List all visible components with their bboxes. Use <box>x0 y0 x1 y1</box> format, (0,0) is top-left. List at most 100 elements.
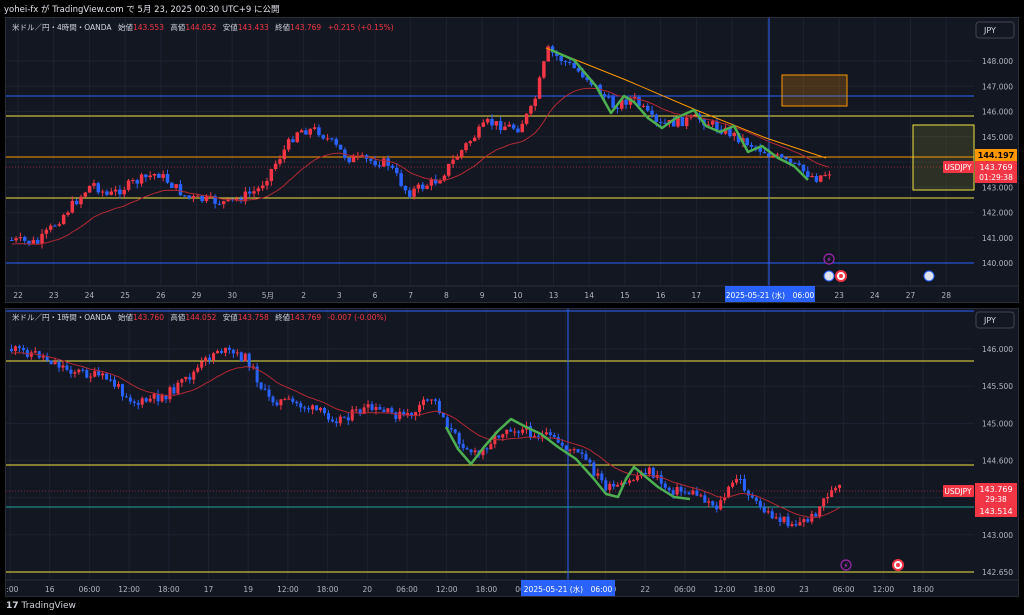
price-tick-label: 143.000 <box>982 531 1013 540</box>
us-flag-event-icon[interactable] <box>923 270 935 282</box>
candle-body <box>136 402 140 405</box>
level-price-tag <box>975 505 1017 517</box>
publish-header: yohei-fx が TradingView.com で 5月 23, 2025… <box>0 0 1024 17</box>
time-tick-label: 24 <box>85 291 95 300</box>
symbol-tag <box>943 161 974 173</box>
time-tick-label: 23 <box>799 585 809 594</box>
candle-body <box>33 351 37 353</box>
candle-body <box>680 117 685 127</box>
candle-body <box>321 135 325 139</box>
orange-trendline[interactable] <box>545 47 827 159</box>
candle-body <box>408 190 412 197</box>
candle-body <box>113 379 117 387</box>
candle-body <box>612 483 616 487</box>
candle-body <box>278 159 282 164</box>
candle-body <box>283 399 287 401</box>
candle-body <box>645 105 650 111</box>
time-tick-label: 06:00 <box>674 585 696 594</box>
candle-body <box>208 357 212 361</box>
candle-body <box>707 501 711 503</box>
candle-body <box>196 195 200 197</box>
candle-body <box>507 124 512 127</box>
candle-body <box>429 179 434 186</box>
chart-pane-1h[interactable]: ⚡ 146.000145.500145.000144.600144.200143… <box>5 308 1019 597</box>
candle-body <box>416 184 421 189</box>
currency-button[interactable] <box>975 311 1015 329</box>
price-tick-label: 146.000 <box>982 108 1013 117</box>
currency-button[interactable] <box>975 21 1015 39</box>
candle-body <box>750 495 754 498</box>
lightning-event-icon[interactable] <box>823 253 835 265</box>
candle-body <box>22 237 27 241</box>
candle-body <box>61 365 65 368</box>
candle-body <box>212 353 216 361</box>
chart-4h-canvas[interactable]: ⚡ 148.000147.000146.000145.000144.000143… <box>6 18 1019 303</box>
candle-body <box>715 505 719 510</box>
price-tick-label: 142.000 <box>982 209 1013 218</box>
open-value: 143.553 <box>133 23 164 32</box>
candle-body <box>410 412 414 416</box>
candle-body <box>505 429 509 435</box>
tradingview-brand: TradingView <box>21 601 76 611</box>
candle-body <box>271 396 275 403</box>
candle-body <box>330 138 334 140</box>
change-value: +0.215 (+0.15%) <box>328 23 394 32</box>
candle-body <box>126 180 131 190</box>
chart-1h-canvas[interactable]: ⚡ 146.000145.500145.000144.600144.200143… <box>6 309 1019 597</box>
candles <box>10 44 832 249</box>
price-axis[interactable]: 146.000145.500145.000144.600144.200143.0… <box>982 345 1013 577</box>
candle-body <box>830 490 834 497</box>
symbol-tag-text: USDJPY <box>944 487 972 496</box>
green-wave-line[interactable] <box>550 48 809 181</box>
green-wave-line[interactable] <box>444 417 691 501</box>
candle-body <box>113 189 118 192</box>
chart-pane-4h[interactable]: ⚡ 148.000147.000146.000145.000144.000143… <box>5 17 1019 303</box>
low-value: 143.758 <box>238 313 269 322</box>
candle-body <box>398 411 402 419</box>
candle-body <box>118 189 122 195</box>
time-tick-label: 7 <box>408 291 413 300</box>
current-price-tag <box>975 483 1017 505</box>
candle-body <box>402 411 406 416</box>
time-tick-label: 06:00 <box>833 585 855 594</box>
price-tick-label: 145.000 <box>982 419 1013 428</box>
price-tick-label: 147.000 <box>982 82 1013 91</box>
lightning-event-icon[interactable] <box>840 559 852 571</box>
grid-lines <box>6 309 974 580</box>
candle-body <box>299 130 304 133</box>
time-axis[interactable]: 8:00 16 06:00 12:00 18:00 17 19 12:00 18:00 20 06:… <box>6 585 934 594</box>
candle-body <box>124 396 128 398</box>
us-flag-event-icon[interactable] <box>823 270 835 282</box>
candle-body <box>736 132 741 143</box>
candle-body <box>745 138 749 145</box>
candle-body <box>217 203 222 205</box>
candle-body <box>53 225 57 227</box>
candle-body <box>377 165 382 167</box>
candle-body <box>13 346 17 352</box>
candle-body <box>728 127 732 137</box>
candle-body <box>643 472 647 475</box>
candle-body <box>287 398 291 400</box>
candle-body <box>731 482 735 487</box>
current-price-tag <box>975 161 1017 183</box>
target-zone-box[interactable] <box>912 124 975 191</box>
candle-body <box>647 467 651 475</box>
time-tick-label: 3 <box>337 291 342 300</box>
candle-body <box>695 490 699 496</box>
candle-body <box>464 143 468 151</box>
target-zone-box[interactable] <box>781 74 848 107</box>
candle-body <box>801 164 806 172</box>
candle-body <box>425 185 429 189</box>
candle-body <box>334 421 338 424</box>
close-value: 143.769 <box>290 23 321 32</box>
candle-body <box>370 404 374 410</box>
candle-body <box>69 369 73 374</box>
candle-body <box>671 490 675 495</box>
close-label: 終値 <box>275 22 290 32</box>
candle-body <box>814 175 819 182</box>
tradingview-logo[interactable]: 17 TradingView <box>6 601 76 611</box>
candle-body <box>100 191 105 193</box>
candle-body <box>390 165 395 168</box>
candle-body <box>382 409 386 413</box>
candle-body <box>814 513 818 517</box>
